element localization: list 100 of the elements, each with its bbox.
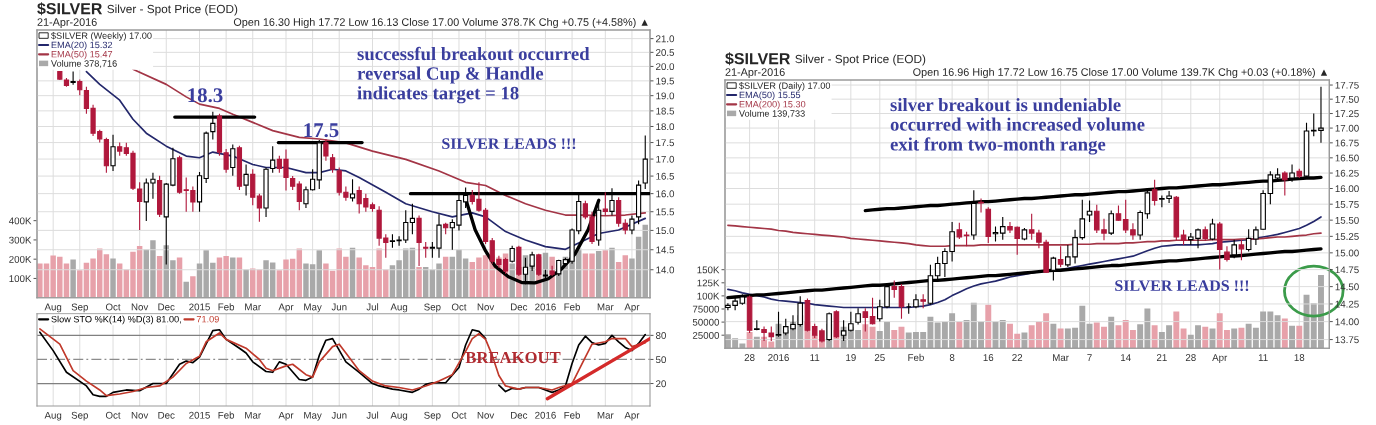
y-tick-label: 16.5 <box>656 172 675 180</box>
x-tick-label: Nov <box>131 303 149 311</box>
x-tick-label: Feb <box>564 303 581 311</box>
x-tick-label: Dec <box>158 303 175 311</box>
legend-label: 71.09 <box>196 315 219 323</box>
y-tick-label: 50 <box>655 356 666 364</box>
y2-tick-label: 50000 <box>692 318 720 326</box>
annotation: SILVER LEADS !!! <box>1115 280 1249 292</box>
x-tick-label: Jul <box>366 303 379 311</box>
x-tick-label: Oct <box>451 411 467 419</box>
y-tick-label: 17.25 <box>1335 110 1359 118</box>
y-tick-label: 18.0 <box>656 123 675 131</box>
x-tick-label: Nov <box>131 411 149 419</box>
x-tick-label: Jul <box>366 411 379 419</box>
y-tick-label: 16.75 <box>1335 139 1359 147</box>
annotation: 18.3 <box>188 88 223 103</box>
y-tick-label: 15.0 <box>656 227 675 235</box>
x-tick-label: Mar <box>1053 354 1069 361</box>
text: Open 16.30 High 17.72 Low 16.13 Close 17.00 Volume 378.7K Chg +0.75 (+4.58%) ▲ <box>233 17 648 29</box>
x-tick-label: Mar <box>245 303 261 311</box>
y-tick-label: 16.25 <box>1335 169 1359 177</box>
x-tick-label: 19 <box>846 354 856 361</box>
x-tick-label: 2016 <box>535 303 556 311</box>
x-tick-label: 22 <box>1012 354 1023 361</box>
y2-tick-label: 100K <box>9 275 32 283</box>
x-tick-label: Dec <box>158 411 175 419</box>
text: 21-Apr-2016 <box>725 68 785 79</box>
legend-label: Slow STO %K(14) %D(3) 81.00, <box>51 315 181 325</box>
y2-tick-label: 200K <box>9 255 32 263</box>
y-tick-label: 15.25 <box>1335 233 1359 240</box>
x-tick-label: Aug <box>390 411 408 421</box>
legend-label: EMA(20) 15.32 <box>51 41 113 50</box>
legend-label: EMA(50) 15.47 <box>51 50 113 60</box>
legend-label: $SILVER (Weekly) 17.00 <box>51 32 152 41</box>
y-tick-label: 14.00 <box>1335 318 1359 326</box>
x-tick-label: Jun <box>331 303 347 311</box>
x-tick-label: 28 <box>744 354 755 361</box>
annotation: SILVER LEADS !!! <box>442 138 576 150</box>
y2-tick-label: 25000 <box>692 331 720 339</box>
y-tick-label: 16.0 <box>656 190 675 198</box>
x-tick-label: Mar <box>597 303 614 311</box>
y-tick-label: 14.75 <box>1335 266 1359 274</box>
legend-label: Volume 139,733 <box>738 110 805 118</box>
x-tick-label: 2016 <box>768 354 789 361</box>
y-tick-label: 17.5 <box>656 139 675 147</box>
x-tick-label: 2016 <box>535 411 556 419</box>
x-tick-label: Mar <box>245 411 261 419</box>
x-tick-label: Apr <box>624 303 640 313</box>
x-tick-label: May <box>304 303 322 313</box>
x-tick-label: 21 <box>1156 354 1167 361</box>
y-tick-label: 14.5 <box>656 246 675 254</box>
text: Open 16.96 High 17.72 Low 16.75 Close 17.00 Volume 139.7K Chg +0.03 (+0.18%) ▲ <box>913 67 1328 79</box>
x-tick-label: Aug <box>44 411 62 421</box>
x-tick-label: Mar <box>597 411 614 419</box>
legend-label: Volume 378,716 <box>50 60 117 68</box>
x-tick-label: 11 <box>1258 354 1268 361</box>
x-tick-label: Dec <box>511 303 528 311</box>
x-tick-label: Apr <box>624 411 640 421</box>
y2-tick-label: 300K <box>9 236 32 244</box>
x-tick-label: Apr <box>278 411 294 421</box>
x-tick-label: 16 <box>983 354 994 361</box>
y-tick-label: 17.75 <box>1335 81 1359 89</box>
x-tick-label: 7 <box>1087 354 1092 361</box>
x-tick-label: Aug <box>390 303 408 313</box>
x-tick-label: Sep <box>71 303 89 313</box>
y-tick-label: 15.75 <box>1335 201 1359 208</box>
x-tick-label: Oct <box>105 411 121 419</box>
chart-title: $SILVER <box>37 2 103 16</box>
y-tick-label: 20 <box>656 380 666 388</box>
y-tick-label: 21.0 <box>656 35 675 43</box>
annotation: 17.5 <box>304 123 339 138</box>
x-tick-label: 2015 <box>189 303 210 311</box>
legend-label: EMA(50) 15.55 <box>739 91 801 100</box>
y2-tick-label: 100K <box>697 292 720 300</box>
legend-label: EMA(200) 15.30 <box>739 100 806 110</box>
x-tick-label: Sep <box>71 411 89 421</box>
x-tick-label: Dec <box>511 411 528 419</box>
x-tick-label: Sep <box>424 303 441 313</box>
annotation: silver breakout is undeniable occurred with increased volume exit from two-month range <box>890 98 1145 155</box>
x-tick-label: Oct <box>451 303 467 311</box>
chart-subtitle: Silver - Spot Price (EOD) <box>795 54 926 66</box>
y-tick-label: 80 <box>655 332 666 339</box>
x-tick-label: Oct <box>105 303 121 311</box>
y2-tick-label: 75000 <box>692 305 720 313</box>
chart-subtitle: Silver - Spot Price (EOD) <box>107 4 238 16</box>
y-tick-label: 14.0 <box>656 266 675 274</box>
y-tick-label: 16.50 <box>1335 154 1359 162</box>
x-tick-label: 8 <box>949 354 955 361</box>
y-tick-label: 20.5 <box>656 49 675 56</box>
y2-tick-label: 150K <box>697 266 720 274</box>
y-tick-label: 16.00 <box>1335 185 1359 193</box>
x-tick-label: Feb <box>564 411 581 419</box>
y-tick-label: 17.00 <box>1335 124 1359 132</box>
x-tick-label: Apr <box>278 303 294 313</box>
y2-tick-label: 400K <box>8 217 32 225</box>
x-tick-label: 14 <box>1121 354 1131 361</box>
y-tick-label: 15.00 <box>1335 249 1359 257</box>
y2-tick-label: 125K <box>697 279 720 287</box>
x-tick-label: Jun <box>331 411 347 419</box>
x-tick-label: Nov <box>477 411 495 419</box>
